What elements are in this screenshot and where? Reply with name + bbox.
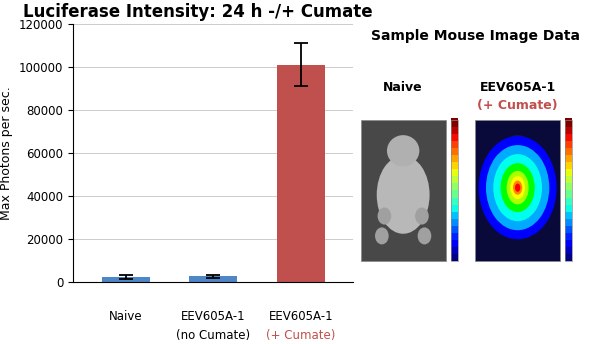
Ellipse shape xyxy=(491,156,544,234)
Ellipse shape xyxy=(387,135,420,166)
Bar xyxy=(189,277,238,282)
Bar xyxy=(565,196,572,205)
Bar xyxy=(451,211,458,219)
Ellipse shape xyxy=(479,136,557,239)
Ellipse shape xyxy=(515,184,520,192)
Bar xyxy=(451,225,458,233)
Bar xyxy=(565,118,572,127)
Ellipse shape xyxy=(501,135,534,166)
Bar xyxy=(565,147,572,155)
Bar xyxy=(565,132,572,141)
Bar xyxy=(451,118,458,127)
Bar xyxy=(565,217,572,226)
Text: Sample Mouse Image Data: Sample Mouse Image Data xyxy=(370,29,580,43)
Text: Naive: Naive xyxy=(383,81,423,94)
Bar xyxy=(565,175,572,183)
Bar xyxy=(451,119,458,261)
Ellipse shape xyxy=(378,207,391,225)
Ellipse shape xyxy=(377,156,429,234)
Ellipse shape xyxy=(486,145,549,230)
Bar xyxy=(361,119,446,261)
Bar xyxy=(451,132,458,141)
Bar xyxy=(565,125,572,134)
Bar xyxy=(565,239,572,247)
Ellipse shape xyxy=(415,207,429,225)
Bar xyxy=(451,189,458,197)
Bar xyxy=(451,203,458,212)
Bar xyxy=(451,175,458,183)
Bar xyxy=(451,246,458,254)
Bar xyxy=(565,232,572,240)
Text: (+ Cumate): (+ Cumate) xyxy=(266,329,336,342)
Bar xyxy=(565,168,572,176)
Bar xyxy=(565,154,572,162)
Bar xyxy=(565,203,572,212)
Bar xyxy=(451,217,458,226)
Ellipse shape xyxy=(507,171,529,204)
Bar xyxy=(565,119,572,261)
Bar xyxy=(565,182,572,191)
Bar xyxy=(565,161,572,169)
Bar xyxy=(451,182,458,191)
Text: (no Cumate): (no Cumate) xyxy=(176,329,250,342)
Text: Luciferase Intensity: 24 h -/+ Cumate: Luciferase Intensity: 24 h -/+ Cumate xyxy=(23,3,372,21)
Text: (+ Cumate): (+ Cumate) xyxy=(477,99,558,112)
Text: EEV605A-1: EEV605A-1 xyxy=(269,310,333,323)
Ellipse shape xyxy=(418,227,431,244)
Text: EEV605A-1: EEV605A-1 xyxy=(181,310,245,323)
Bar xyxy=(565,211,572,219)
Bar xyxy=(451,154,458,162)
Bar xyxy=(565,140,572,148)
Bar xyxy=(451,125,458,134)
Bar xyxy=(451,161,458,169)
Bar xyxy=(565,189,572,197)
Bar xyxy=(102,277,150,282)
Bar xyxy=(451,239,458,247)
Ellipse shape xyxy=(493,154,542,221)
Ellipse shape xyxy=(513,181,523,195)
Y-axis label: Max Photons per sec.: Max Photons per sec. xyxy=(0,86,13,220)
Bar xyxy=(276,65,325,282)
Ellipse shape xyxy=(510,176,525,199)
Bar xyxy=(451,147,458,155)
Bar xyxy=(451,196,458,205)
Bar xyxy=(451,140,458,148)
Ellipse shape xyxy=(501,163,535,212)
Bar xyxy=(451,232,458,240)
Text: Naive: Naive xyxy=(109,310,143,323)
Text: EEV605A-1: EEV605A-1 xyxy=(479,81,556,94)
Ellipse shape xyxy=(375,227,389,244)
Bar xyxy=(565,253,572,261)
Bar xyxy=(565,225,572,233)
Bar xyxy=(475,119,560,261)
Bar xyxy=(565,246,572,254)
Bar xyxy=(451,253,458,261)
Bar xyxy=(451,168,458,176)
